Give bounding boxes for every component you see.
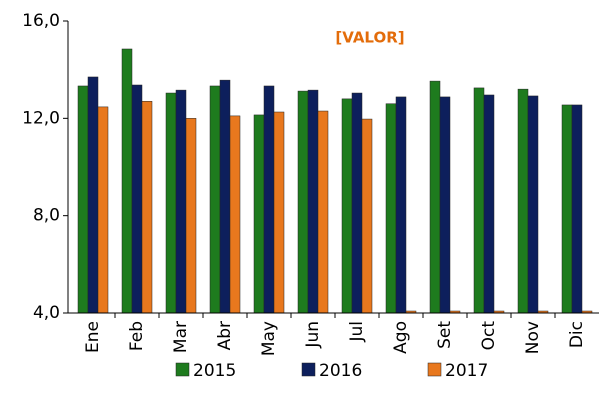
x-tick-label: Set (435, 321, 455, 349)
bar (341, 98, 353, 314)
bar (229, 115, 241, 314)
bar (87, 76, 99, 314)
bar (483, 94, 495, 314)
bar (429, 80, 441, 314)
x-tick-label: Jun (303, 321, 323, 349)
x-tick-label: Dic (567, 321, 587, 348)
y-tick-label: 4,0 (33, 303, 60, 323)
bar (307, 89, 319, 314)
legend-label: 2016 (319, 361, 362, 381)
legend-label: 2015 (193, 361, 236, 381)
legend-label: 2017 (445, 361, 488, 381)
bar (97, 106, 109, 314)
bar (141, 101, 153, 314)
bar (439, 96, 451, 314)
bar (121, 48, 133, 314)
legend-swatch (175, 362, 190, 377)
bar (517, 88, 529, 314)
x-tick-label: Nov (523, 321, 543, 354)
bar (263, 85, 275, 314)
bar (175, 89, 187, 314)
bar (473, 87, 485, 314)
x-tick-label: Feb (127, 321, 147, 351)
bar (571, 104, 583, 314)
legend-swatch (301, 362, 316, 377)
x-tick-label: Abr (215, 321, 235, 350)
annotation: [VALOR] (335, 29, 404, 47)
bar (351, 92, 363, 314)
y-tick-label: 8,0 (33, 206, 60, 226)
x-tick-label: Oct (479, 321, 499, 351)
x-tick-label: Ene (83, 321, 103, 353)
bar (317, 110, 329, 314)
bar (219, 79, 231, 314)
x-tick-label: Jul (347, 321, 367, 343)
x-tick-label: Mar (171, 321, 191, 353)
bar (561, 104, 573, 314)
bar (385, 103, 397, 314)
bar (395, 96, 407, 314)
bar (527, 95, 539, 314)
bar (253, 114, 265, 314)
y-tick-label: 12,0 (22, 108, 60, 128)
x-tick-label: May (259, 321, 279, 356)
x-tick-label: Ago (391, 321, 411, 354)
bar (165, 92, 177, 314)
legend-swatch (427, 362, 442, 377)
bar (273, 111, 285, 314)
bar (361, 118, 373, 314)
y-tick-label: 16,0 (22, 11, 60, 31)
bar (185, 118, 197, 314)
bar (77, 85, 89, 314)
bar (297, 90, 309, 314)
bar (209, 85, 221, 314)
bar (131, 84, 143, 314)
